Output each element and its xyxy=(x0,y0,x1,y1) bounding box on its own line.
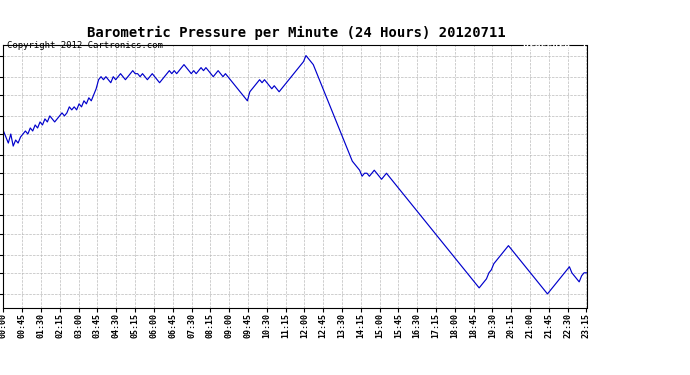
Text: Pressure  (Inches/Hg): Pressure (Inches/Hg) xyxy=(523,42,647,52)
Text: Barometric Pressure per Minute (24 Hours) 20120711: Barometric Pressure per Minute (24 Hours… xyxy=(88,26,506,40)
Text: Copyright 2012 Cartronics.com: Copyright 2012 Cartronics.com xyxy=(7,41,163,50)
